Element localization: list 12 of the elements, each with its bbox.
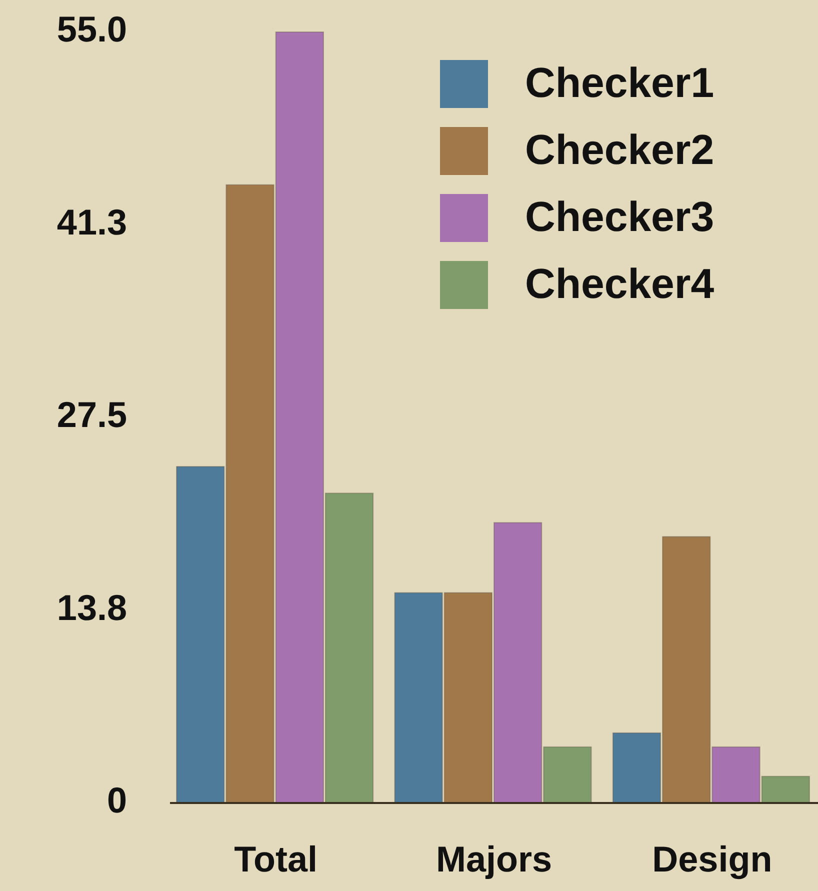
y-tick-label: 0	[106, 780, 127, 821]
legend-label: Checker2	[525, 126, 714, 174]
legend-label: Checker3	[525, 193, 714, 240]
x-tick-label: Majors	[436, 838, 552, 880]
legend-label: Checker4	[525, 260, 715, 308]
y-tick-label: 27.5	[56, 394, 127, 436]
x-tick-label: Design	[652, 838, 772, 880]
y-tick-label: 13.8	[56, 586, 127, 628]
legend-label: Checker1	[525, 59, 714, 106]
y-tick-label: 55.0	[56, 8, 127, 50]
y-tick-label: 41.3	[56, 201, 127, 242]
x-tick-label: Total	[234, 838, 318, 880]
